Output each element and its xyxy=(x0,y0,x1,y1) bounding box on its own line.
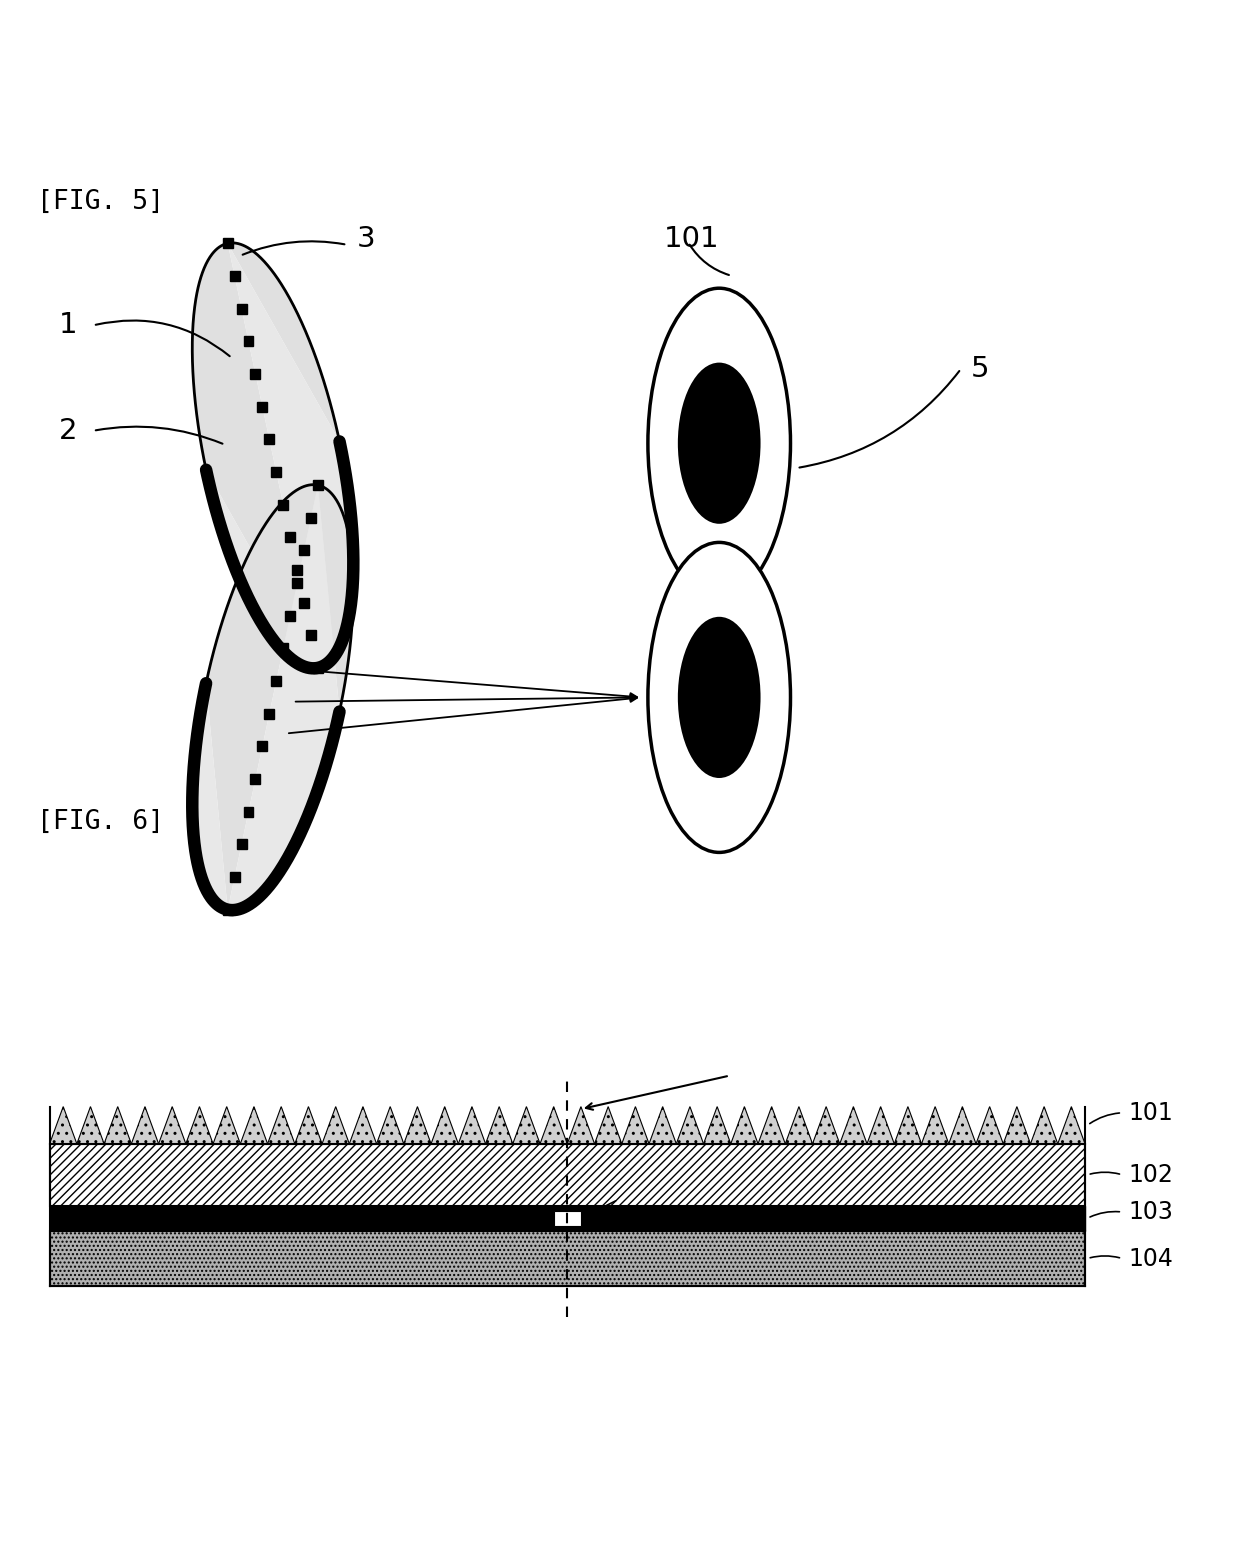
Polygon shape xyxy=(206,484,353,910)
Text: 102: 102 xyxy=(1128,1162,1173,1187)
Polygon shape xyxy=(131,1106,159,1144)
Polygon shape xyxy=(594,1106,621,1144)
Polygon shape xyxy=(949,1106,976,1144)
Bar xyxy=(278,499,288,509)
Polygon shape xyxy=(404,1106,432,1144)
Polygon shape xyxy=(77,1106,104,1144)
Polygon shape xyxy=(812,1106,839,1144)
Text: 1: 1 xyxy=(58,311,78,339)
Bar xyxy=(312,663,322,672)
Bar xyxy=(50,1144,1085,1206)
Polygon shape xyxy=(867,1106,894,1144)
Bar xyxy=(237,303,247,314)
Bar xyxy=(223,904,233,915)
Bar xyxy=(258,401,268,412)
Bar xyxy=(272,467,281,476)
Bar xyxy=(285,532,295,541)
Bar xyxy=(278,644,288,654)
Text: [FIG. 5]: [FIG. 5] xyxy=(37,188,164,215)
Polygon shape xyxy=(192,485,340,910)
Ellipse shape xyxy=(678,363,760,524)
Bar xyxy=(258,741,268,752)
Bar xyxy=(50,1206,1085,1231)
Polygon shape xyxy=(513,1106,541,1144)
Polygon shape xyxy=(322,1106,350,1144)
Bar xyxy=(299,598,309,607)
Polygon shape xyxy=(459,1106,486,1144)
Polygon shape xyxy=(785,1106,812,1144)
Bar xyxy=(250,773,260,784)
Polygon shape xyxy=(921,1106,949,1144)
Polygon shape xyxy=(350,1106,377,1144)
Polygon shape xyxy=(839,1106,867,1144)
Text: 3: 3 xyxy=(356,224,376,252)
Bar xyxy=(272,677,281,686)
Bar xyxy=(243,806,253,817)
Polygon shape xyxy=(159,1106,186,1144)
Ellipse shape xyxy=(678,616,760,778)
Bar xyxy=(299,546,309,555)
Bar xyxy=(306,630,316,640)
Polygon shape xyxy=(541,1106,567,1144)
Bar xyxy=(237,839,247,850)
Bar xyxy=(50,1231,1085,1287)
Text: 5: 5 xyxy=(971,355,988,383)
Bar xyxy=(264,434,274,443)
Bar xyxy=(223,238,233,249)
Polygon shape xyxy=(1030,1106,1058,1144)
Polygon shape xyxy=(676,1106,703,1144)
Ellipse shape xyxy=(647,543,791,853)
Polygon shape xyxy=(241,1106,268,1144)
Bar xyxy=(553,1211,580,1226)
Text: 104: 104 xyxy=(1128,1246,1173,1271)
Bar xyxy=(250,369,260,380)
Bar xyxy=(312,481,322,490)
Polygon shape xyxy=(730,1106,758,1144)
Polygon shape xyxy=(703,1106,730,1144)
Bar xyxy=(229,871,239,882)
Bar xyxy=(229,271,239,282)
Polygon shape xyxy=(186,1106,213,1144)
Text: [FIG. 6]: [FIG. 6] xyxy=(37,809,164,836)
Polygon shape xyxy=(649,1106,676,1144)
Bar xyxy=(293,579,303,588)
Polygon shape xyxy=(1058,1106,1085,1144)
Bar xyxy=(293,565,303,574)
Text: 101: 101 xyxy=(1128,1100,1173,1125)
Polygon shape xyxy=(104,1106,131,1144)
Text: 103: 103 xyxy=(1128,1200,1173,1225)
Bar xyxy=(285,612,295,621)
Polygon shape xyxy=(192,243,340,668)
Polygon shape xyxy=(50,1106,77,1144)
Text: 101: 101 xyxy=(663,224,719,252)
Polygon shape xyxy=(206,243,353,669)
Polygon shape xyxy=(894,1106,921,1144)
Polygon shape xyxy=(567,1106,594,1144)
Ellipse shape xyxy=(647,288,791,598)
Polygon shape xyxy=(432,1106,459,1144)
Polygon shape xyxy=(295,1106,322,1144)
Polygon shape xyxy=(976,1106,1003,1144)
Bar xyxy=(306,513,316,523)
Polygon shape xyxy=(758,1106,785,1144)
Polygon shape xyxy=(268,1106,295,1144)
Text: 2: 2 xyxy=(60,417,77,445)
Bar xyxy=(264,710,274,719)
Polygon shape xyxy=(377,1106,404,1144)
Polygon shape xyxy=(486,1106,513,1144)
Polygon shape xyxy=(213,1106,241,1144)
Polygon shape xyxy=(621,1106,649,1144)
Polygon shape xyxy=(1003,1106,1030,1144)
Bar xyxy=(243,336,253,347)
